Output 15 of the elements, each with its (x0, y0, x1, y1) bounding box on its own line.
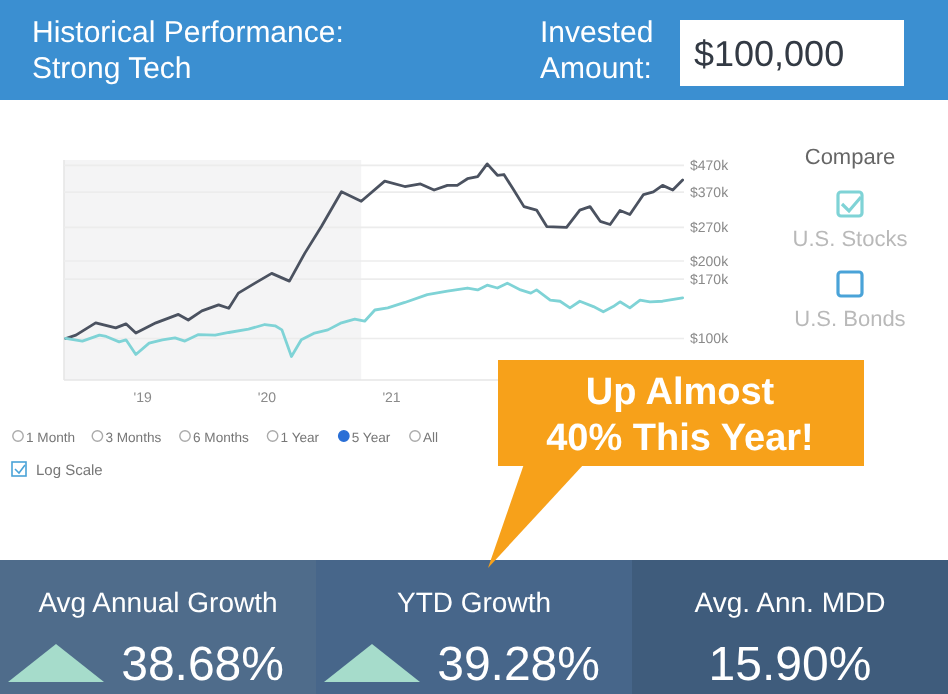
text: Avg Annual Growth (38, 586, 278, 618)
text: 38.68% (121, 638, 284, 692)
text: U.S. Bonds (794, 308, 907, 332)
text: Avg. Ann. MDD (694, 586, 886, 618)
text: YTD Growth (396, 586, 552, 618)
line-series (64, 162, 685, 340)
text: 15.90% (708, 638, 872, 692)
text: $100,000 (694, 34, 845, 74)
legend-title: Compare (804, 146, 896, 170)
legend-label: U.S. Stocks (792, 228, 909, 252)
text: 39.28% (437, 638, 600, 692)
annotation: Up Almost 40% This Year! (546, 372, 814, 460)
text: Invested Amount: (540, 16, 654, 86)
line-series (64, 281, 685, 358)
chart-title: Historical Performance: Strong Tech (32, 16, 344, 86)
